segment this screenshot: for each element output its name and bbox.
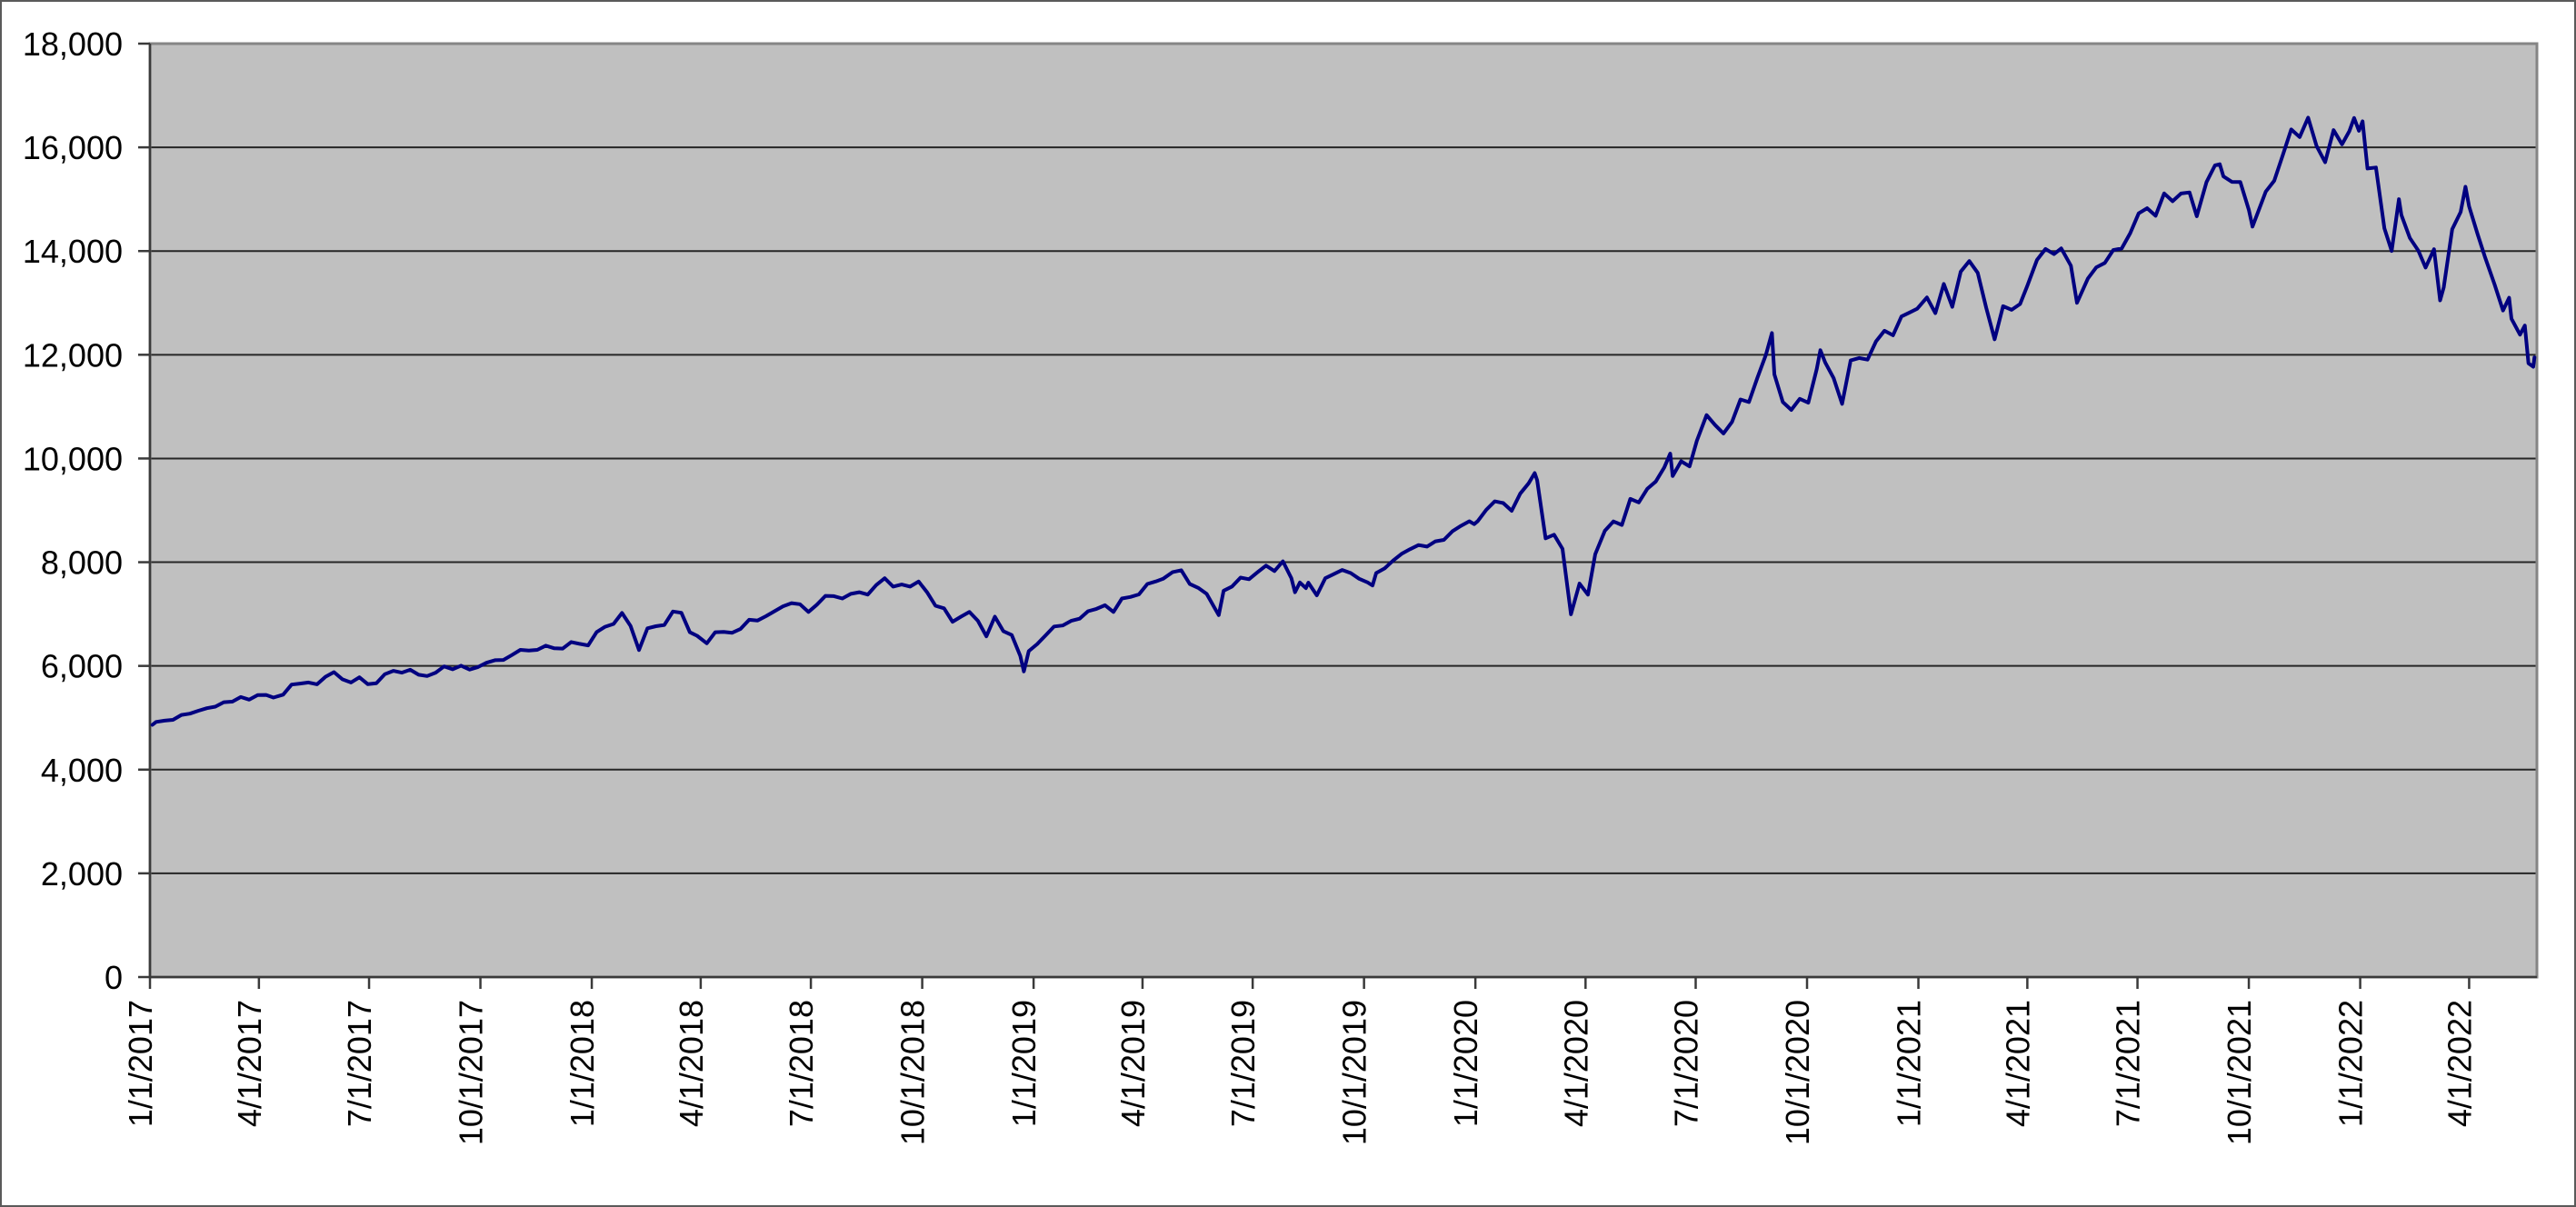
x-axis-tick-label: 10/1/2020 <box>1779 1000 1816 1145</box>
x-axis-tick-label: 4/1/2019 <box>1114 1000 1152 1127</box>
data-line <box>150 115 2537 727</box>
x-axis-tick-label: 1/1/2020 <box>1447 1000 1484 1127</box>
x-axis-tick-label: 1/1/2022 <box>2332 1000 2370 1127</box>
x-axis-tick-label: 1/1/2018 <box>564 1000 601 1127</box>
x-axis-tick-label: 4/1/2021 <box>1999 1000 2036 1127</box>
y-axis-tick-label: 16,000 <box>23 129 123 166</box>
y-axis-tick-label: 4,000 <box>41 752 123 789</box>
x-axis-tick-label: 4/1/2018 <box>673 1000 710 1127</box>
y-axis-tick-label: 14,000 <box>23 233 123 270</box>
y-axis-tick-label: 18,000 <box>23 25 123 63</box>
x-axis-tick-label: 10/1/2019 <box>1336 1000 1373 1145</box>
x-axis-tick-label: 1/1/2017 <box>122 1000 159 1127</box>
x-axis-tick-label: 1/1/2019 <box>1005 1000 1043 1127</box>
x-axis-tick-label: 10/1/2018 <box>894 1000 932 1145</box>
y-axis-tick-label: 2,000 <box>41 855 123 893</box>
y-axis-tick-label: 10,000 <box>23 440 123 477</box>
x-axis-tick-label: 1/1/2021 <box>1891 1000 1928 1127</box>
y-axis-tick-label: 6,000 <box>41 648 123 685</box>
x-axis-tick-label: 4/1/2020 <box>1557 1000 1594 1127</box>
y-axis-tick-label: 0 <box>105 959 123 996</box>
x-axis-tick-label: 10/1/2017 <box>453 1000 490 1145</box>
x-axis-tick-label: 7/1/2020 <box>1668 1000 1705 1127</box>
y-axis-tick-label: 12,000 <box>23 336 123 374</box>
x-axis-tick-label: 4/1/2017 <box>231 1000 268 1127</box>
x-axis-tick-label: 7/1/2018 <box>783 1000 820 1127</box>
x-axis-tick-label: 7/1/2019 <box>1224 1000 1262 1127</box>
x-axis-tick-label: 7/1/2017 <box>341 1000 378 1127</box>
x-axis-tick-label: 4/1/2022 <box>2441 1000 2478 1127</box>
x-axis-tick-label: 7/1/2021 <box>2110 1000 2147 1127</box>
x-axis-tick-label: 10/1/2021 <box>2221 1000 2258 1145</box>
plot-area <box>150 44 2537 977</box>
y-axis-tick-label: 8,000 <box>41 544 123 582</box>
